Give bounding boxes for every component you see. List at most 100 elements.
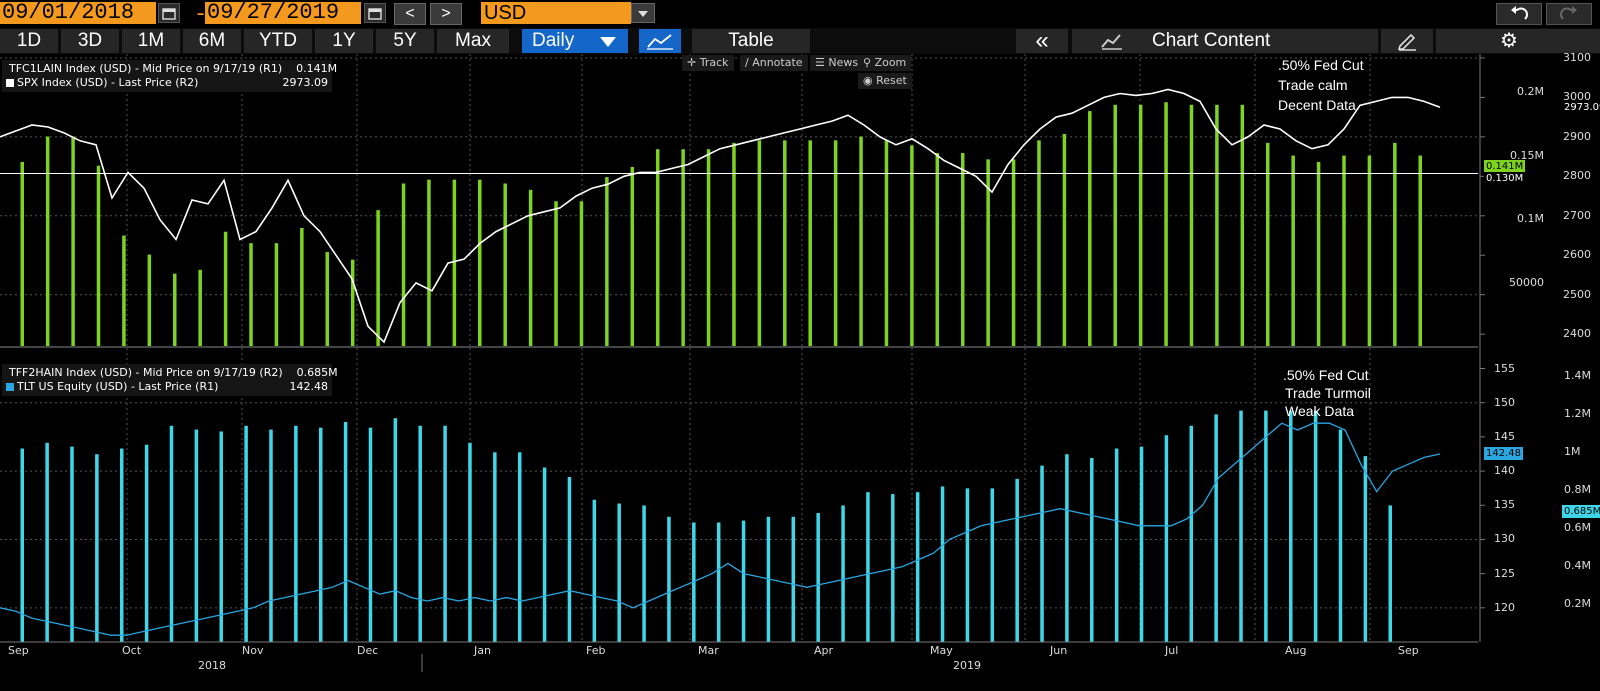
axis-label-tff2hain: 1M — [1564, 445, 1581, 459]
end-calendar-button[interactable] — [364, 3, 386, 23]
tff2hain-bar — [1338, 429, 1343, 642]
tff2hain-bar — [791, 516, 796, 642]
x-tick-label: Mar — [698, 644, 719, 657]
chart-toolbar: 1D 3D 1M 6M YTD 1Y 5Y Max Daily Table « … — [0, 28, 1600, 54]
annotation-line: .50% Fed Cut — [1283, 367, 1369, 383]
x-tick-label: Jun — [1050, 644, 1068, 657]
tff2hain-bar — [70, 446, 74, 642]
range-1d-button[interactable]: 1D — [0, 29, 58, 53]
tfc1lain-bar — [1062, 133, 1067, 346]
zoom-tool[interactable]: ⚲ Zoom — [858, 55, 912, 71]
top-annotation: .50% Fed Cut Trade calm Decent Data — [1278, 55, 1364, 115]
tfc1lain-bar — [1215, 104, 1219, 346]
tfc1lain-bar — [71, 136, 75, 346]
range-1y-button[interactable]: 1Y — [315, 29, 373, 53]
tfc1lain-bar — [300, 227, 304, 346]
legend-entry-tfc1lain: TFC1LAIN Index (USD) - Mid Price on 9/17… — [6, 62, 337, 76]
tff2hain-bar — [269, 429, 273, 642]
frequency-dropdown[interactable]: Daily — [522, 29, 628, 53]
tfc1lain-bar — [1164, 102, 1168, 347]
tfc1lain-bar — [1240, 104, 1245, 346]
tff2hain-bar — [1090, 458, 1094, 642]
range-6m-button[interactable]: 6M — [183, 29, 241, 53]
news-tool[interactable]: ☰ News — [810, 55, 864, 71]
end-date-field[interactable]: 09/27/2019 — [205, 2, 361, 24]
tff2hain-bar — [144, 444, 149, 642]
legend-series-value: 2973.09 — [282, 76, 329, 89]
tff2hain-bar — [816, 513, 820, 642]
axis-label-tfc1lain: 0.15M — [1510, 148, 1544, 162]
calendar-icon — [368, 8, 382, 20]
tfc1lain-bar — [376, 210, 380, 346]
axis-label-tlt: 145 — [1494, 429, 1515, 443]
x-tick-label: Sep — [8, 644, 29, 657]
tff2hain-bar — [990, 488, 995, 642]
tff2hain-bar — [1189, 425, 1194, 642]
collapse-panel-button[interactable]: « — [1016, 29, 1068, 53]
tfc1lain-bar — [1393, 142, 1397, 346]
range-3d-button[interactable]: 3D — [61, 29, 119, 53]
legend-series-name: TFF2HAIN Index (USD) - Mid Price on 9/17… — [9, 366, 283, 379]
tfc1lain-bar — [605, 177, 609, 346]
tfc1lain-bar — [630, 166, 635, 346]
redo-button[interactable] — [1546, 3, 1592, 25]
tfc1lain-bar — [452, 179, 457, 346]
redo-icon — [1560, 6, 1577, 20]
tff2hain-bar — [1114, 448, 1119, 642]
tfc1lain-bar — [783, 140, 787, 346]
tff2hain-bar — [119, 448, 124, 642]
start-calendar-button[interactable] — [158, 3, 180, 23]
reset-tool[interactable]: ◉ Reset — [858, 73, 912, 89]
tfc1lain-bar — [198, 269, 202, 346]
reference-line-tag: 0.130M — [1484, 171, 1526, 185]
tfc1lain-bar — [350, 259, 355, 346]
settings-button[interactable]: ⚙ — [1436, 29, 1600, 53]
currency-dropdown-button[interactable] — [631, 3, 655, 23]
calendar-icon — [162, 8, 176, 20]
chart-content-button[interactable]: Chart Content — [1072, 29, 1378, 53]
pencil-icon: ∕ — [745, 56, 753, 69]
currency-field[interactable]: USD — [481, 2, 631, 24]
axis-label-tlt: 125 — [1494, 566, 1515, 580]
line-chart-icon — [647, 34, 673, 50]
x-tick-label: Dec — [357, 644, 379, 657]
tfc1lain-bar — [173, 273, 177, 346]
range-max-button[interactable]: Max — [437, 29, 509, 53]
line-chart-type-button[interactable] — [639, 29, 681, 53]
range-ytd-button[interactable]: YTD — [244, 29, 312, 53]
axis-label-spx: 3000 — [1563, 90, 1591, 104]
legend-entry-spx: SPX Index (USD) - Last Price (R2) 2973.0… — [6, 76, 328, 90]
start-date-field[interactable]: 09/01/2018 — [0, 2, 156, 24]
axis-label-tlt: 140 — [1494, 464, 1515, 478]
undo-icon — [1511, 6, 1528, 20]
next-period-button[interactable]: > — [430, 3, 462, 25]
annotate-tool[interactable]: ∕ Annotate — [740, 55, 808, 71]
tfc1lain-bar — [20, 161, 24, 346]
top-legend: TFC1LAIN Index (USD) - Mid Price on 9/17… — [2, 60, 337, 92]
tfc1lain-bar — [554, 201, 558, 346]
range-5y-button[interactable]: 5Y — [376, 29, 434, 53]
frequency-label: Daily — [532, 30, 575, 51]
track-tool[interactable]: ✛ Track — [682, 55, 734, 71]
axis-label-tlt: 155 — [1494, 361, 1515, 375]
tff2hain-bar — [741, 520, 746, 642]
legend-swatch — [6, 383, 14, 391]
edit-chart-button[interactable] — [1381, 29, 1433, 53]
prev-period-button[interactable]: < — [394, 3, 426, 25]
chart-content-icon — [1101, 34, 1122, 50]
undo-button[interactable] — [1496, 3, 1542, 25]
bottom-legend: TFF2HAIN Index (USD) - Mid Price on 9/17… — [2, 364, 338, 396]
tff2hain-bar — [667, 516, 671, 642]
tfc1lain-bar — [478, 179, 482, 346]
spx-line — [0, 88, 1441, 344]
axis-label-tlt: 130 — [1494, 532, 1515, 546]
tff2hain-bar — [244, 425, 248, 642]
axis-label-tff2hain: 0.8M — [1564, 483, 1591, 497]
range-1m-button[interactable]: 1M — [122, 29, 180, 53]
tff2hain-bar — [1164, 435, 1169, 642]
x-axis — [0, 54, 1485, 672]
tlt-last-tag: 142.48 — [1484, 447, 1523, 461]
table-view-button[interactable]: Table — [692, 29, 810, 53]
tff2hain-bar — [1065, 454, 1069, 642]
tff2hain-bar — [1388, 505, 1392, 642]
